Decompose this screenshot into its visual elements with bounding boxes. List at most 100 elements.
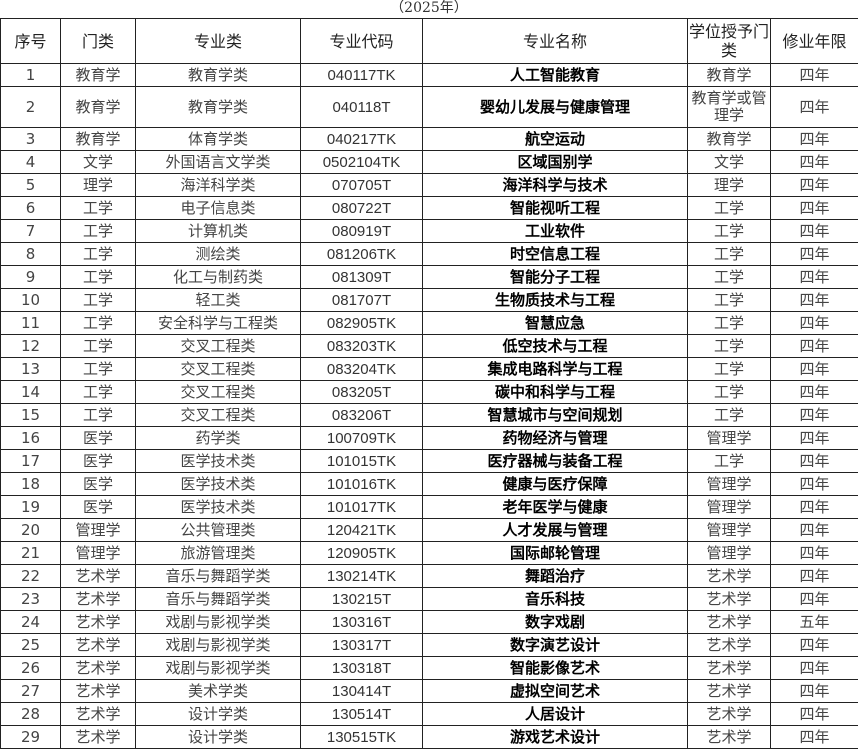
cell-duration: 四年 [770, 357, 858, 381]
table-row: 3 教育学 体育学类 040217TK 航空运动 教育学 四年 [0, 127, 858, 151]
cell-duration: 四年 [770, 219, 858, 243]
cell-duration: 四年 [770, 63, 858, 87]
table-row: 19 医学 医学技术类 101017TK 老年医学与健康 管理学 四年 [0, 495, 858, 519]
cell-discipline: 教育学 [60, 86, 136, 128]
cell-index: 27 [0, 679, 61, 703]
cell-duration: 四年 [770, 564, 858, 588]
cell-duration: 五年 [770, 610, 858, 634]
cell-major-class: 旅游管理类 [135, 541, 301, 565]
cell-major-name: 健康与医疗保障 [422, 472, 688, 496]
cell-degree: 理学 [687, 173, 771, 197]
cell-duration: 四年 [770, 311, 858, 335]
cell-discipline: 工学 [60, 219, 136, 243]
cell-discipline: 工学 [60, 357, 136, 381]
cell-degree: 管理学 [687, 495, 771, 519]
cell-major-code: 101016TK [300, 472, 423, 496]
cell-major-code: 082905TK [300, 311, 423, 335]
cell-duration: 四年 [770, 150, 858, 174]
cell-index: 9 [0, 265, 61, 289]
table-body: 1 教育学 教育学类 040117TK 人工智能教育 教育学 四年 2 教育学 教育学类 04011… [0, 63, 858, 749]
cell-index: 6 [0, 196, 61, 220]
cell-major-code: 130214TK [300, 564, 423, 588]
table-row: 7 工学 计算机类 080919T 工业软件 工学 四年 [0, 219, 858, 243]
cell-discipline: 艺术学 [60, 587, 136, 611]
cell-duration: 四年 [770, 541, 858, 565]
cell-degree: 工学 [687, 311, 771, 335]
cell-major-name: 医疗器械与装备工程 [422, 449, 688, 473]
cell-discipline: 艺术学 [60, 610, 136, 634]
cell-major-class: 教育学类 [135, 86, 301, 128]
cell-duration: 四年 [770, 265, 858, 289]
cell-degree: 艺术学 [687, 587, 771, 611]
cell-duration: 四年 [770, 334, 858, 358]
header-index: 序号 [0, 18, 61, 64]
cell-duration: 四年 [770, 86, 858, 128]
cell-major-code: 130515TK [300, 725, 423, 749]
cell-degree: 教育学或管理学 [687, 86, 771, 128]
cell-major-name: 老年医学与健康 [422, 495, 688, 519]
table-row: 6 工学 电子信息类 080722T 智能视听工程 工学 四年 [0, 196, 858, 220]
cell-major-class: 计算机类 [135, 219, 301, 243]
cell-major-class: 体育学类 [135, 127, 301, 151]
cell-index: 24 [0, 610, 61, 634]
cell-major-name: 数字演艺设计 [422, 633, 688, 657]
cell-major-class: 电子信息类 [135, 196, 301, 220]
cell-degree: 文学 [687, 150, 771, 174]
cell-major-name: 海洋科学与技术 [422, 173, 688, 197]
cell-index: 28 [0, 702, 61, 726]
cell-duration: 四年 [770, 242, 858, 266]
cell-major-class: 海洋科学类 [135, 173, 301, 197]
cell-duration: 四年 [770, 656, 858, 680]
cell-discipline: 教育学 [60, 63, 136, 87]
cell-degree: 工学 [687, 219, 771, 243]
cell-discipline: 管理学 [60, 518, 136, 542]
cell-degree: 艺术学 [687, 702, 771, 726]
table-row: 23 艺术学 音乐与舞蹈学类 130215T 音乐科技 艺术学 四年 [0, 587, 858, 611]
cell-major-class: 轻工类 [135, 288, 301, 312]
cell-degree: 工学 [687, 288, 771, 312]
cell-major-name: 智慧应急 [422, 311, 688, 335]
cell-major-name: 舞蹈治疗 [422, 564, 688, 588]
cell-major-code: 081206TK [300, 242, 423, 266]
cell-degree: 管理学 [687, 541, 771, 565]
table-row: 16 医学 药学类 100709TK 药物经济与管理 管理学 四年 [0, 426, 858, 450]
cell-major-class: 教育学类 [135, 63, 301, 87]
table-row: 2 教育学 教育学类 040118T 婴幼儿发展与健康管理 教育学或管理学 四年 [0, 86, 858, 128]
cell-index: 2 [0, 86, 61, 128]
cell-major-name: 国际邮轮管理 [422, 541, 688, 565]
cell-major-class: 交叉工程类 [135, 357, 301, 381]
header-duration: 修业年限 [770, 18, 858, 64]
cell-major-class: 医学技术类 [135, 472, 301, 496]
cell-major-class: 交叉工程类 [135, 380, 301, 404]
cell-discipline: 医学 [60, 426, 136, 450]
cell-index: 19 [0, 495, 61, 519]
cell-major-name: 低空技术与工程 [422, 334, 688, 358]
table-row: 11 工学 安全科学与工程类 082905TK 智慧应急 工学 四年 [0, 311, 858, 335]
table-row: 4 文学 外国语言文学类 0502104TK 区域国别学 文学 四年 [0, 150, 858, 174]
cell-index: 17 [0, 449, 61, 473]
cell-discipline: 艺术学 [60, 702, 136, 726]
cell-degree: 艺术学 [687, 656, 771, 680]
cell-duration: 四年 [770, 173, 858, 197]
cell-major-name: 人工智能教育 [422, 63, 688, 87]
cell-major-name: 数字戏剧 [422, 610, 688, 634]
table-row: 28 艺术学 设计学类 130514T 人居设计 艺术学 四年 [0, 702, 858, 726]
cell-discipline: 医学 [60, 495, 136, 519]
cell-major-class: 戏剧与影视学类 [135, 656, 301, 680]
cell-discipline: 艺术学 [60, 725, 136, 749]
cell-major-class: 测绘类 [135, 242, 301, 266]
cell-duration: 四年 [770, 380, 858, 404]
header-degree: 学位授予门类 [687, 18, 771, 64]
cell-discipline: 工学 [60, 403, 136, 427]
cell-major-class: 医学技术类 [135, 495, 301, 519]
cell-degree: 管理学 [687, 426, 771, 450]
cell-degree: 教育学 [687, 127, 771, 151]
cell-degree: 工学 [687, 196, 771, 220]
cell-major-name: 智能分子工程 [422, 265, 688, 289]
cell-index: 7 [0, 219, 61, 243]
cell-duration: 四年 [770, 288, 858, 312]
cell-major-class: 戏剧与影视学类 [135, 633, 301, 657]
cell-degree: 艺术学 [687, 725, 771, 749]
table-row: 18 医学 医学技术类 101016TK 健康与医疗保障 管理学 四年 [0, 472, 858, 496]
cell-major-code: 120421TK [300, 518, 423, 542]
